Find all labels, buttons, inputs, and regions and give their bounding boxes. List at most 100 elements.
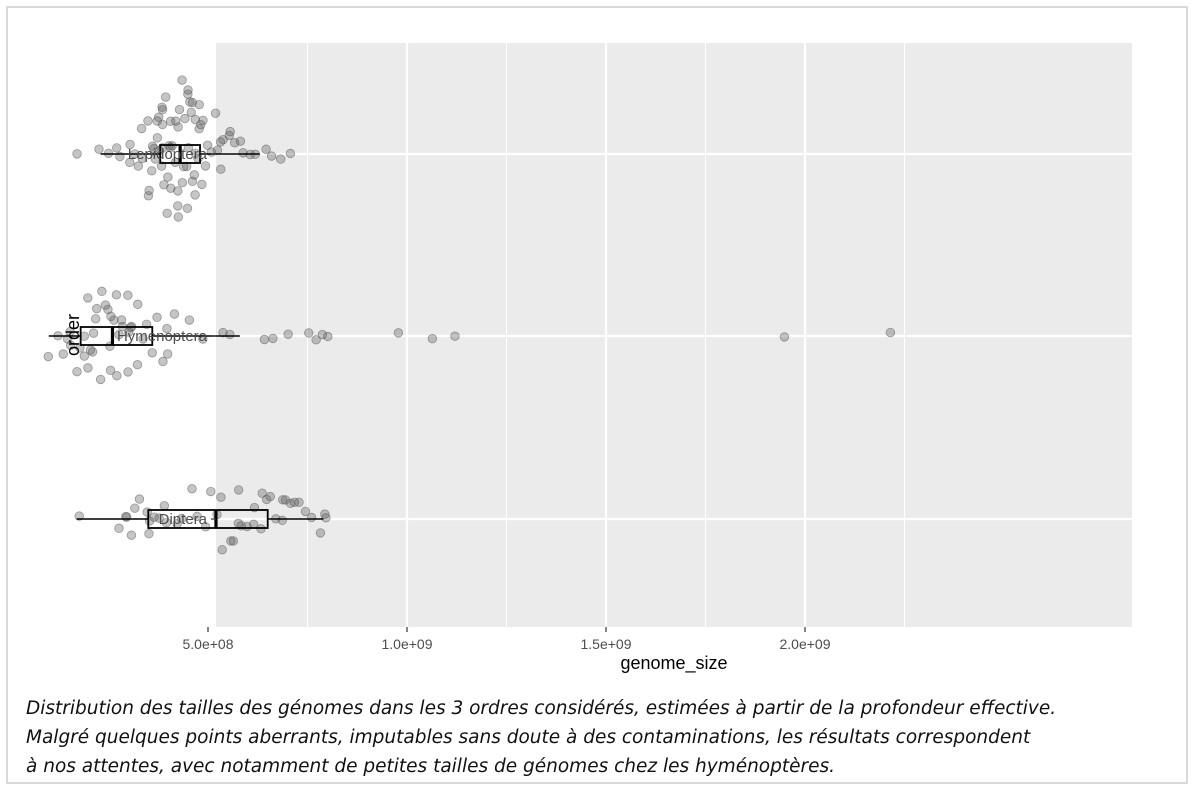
point-diptera-26	[233, 485, 244, 495]
point-lepidoptera-20	[152, 133, 163, 143]
point-lepidoptera-3	[112, 143, 122, 153]
box-hymenoptera	[79, 326, 154, 346]
point-diptera-0	[74, 511, 84, 521]
point-lepidoptera-19	[153, 112, 164, 122]
point-diptera-17	[192, 511, 202, 522]
y-tick-label-hymenoptera: Hymenoptera	[117, 328, 208, 345]
point-diptera-5	[130, 503, 140, 513]
point-diptera-4	[126, 530, 137, 540]
point-diptera-22	[216, 492, 226, 502]
point-diptera-16	[187, 484, 197, 494]
point-hymenoptera-42	[162, 323, 172, 334]
point-lepidoptera-70	[212, 145, 223, 155]
point-hymenoptera-8	[79, 351, 90, 361]
point-diptera-37	[278, 495, 288, 505]
point-diptera-12	[159, 500, 170, 511]
point-hymenoptera-37	[138, 334, 148, 344]
point-diptera-36	[277, 515, 287, 526]
point-hymenoptera-50	[268, 333, 278, 344]
y-tick-label-diptera: Diptera	[159, 511, 208, 528]
point-lepidoptera-77	[235, 136, 246, 146]
point-hymenoptera-10	[83, 363, 93, 373]
point-hymenoptera-15	[92, 303, 102, 314]
point-hymenoptera-49	[259, 334, 270, 345]
point-diptera-13	[161, 517, 172, 528]
point-lepidoptera-83	[276, 154, 286, 164]
point-hymenoptera-6	[72, 366, 82, 377]
point-lepidoptera-28	[160, 92, 171, 102]
point-lepidoptera-24	[156, 161, 167, 171]
point-diptera-24	[228, 536, 239, 546]
y-axis-title: order	[63, 314, 83, 356]
point-hymenoptera-44	[169, 309, 180, 319]
point-hymenoptera-36	[132, 360, 143, 370]
point-lepidoptera-35	[166, 183, 176, 193]
point-lepidoptera-22	[157, 119, 168, 130]
point-hymenoptera-18	[97, 286, 107, 297]
x-tick-label-3: 2.0e+09	[780, 636, 831, 652]
point-hymenoptera-19	[100, 300, 111, 310]
box-diptera	[147, 509, 269, 529]
point-lepidoptera-49	[182, 161, 192, 172]
point-diptera-38	[280, 495, 291, 505]
point-lepidoptera-15	[147, 166, 157, 176]
point-hymenoptera-40	[152, 312, 162, 323]
point-lepidoptera-51	[182, 203, 193, 214]
point-hymenoptera-0	[43, 351, 53, 362]
point-lepidoptera-37	[173, 201, 183, 211]
point-diptera-41	[294, 497, 304, 508]
y-axis: Lepidoptera Hymenoptera Diptera	[117, 146, 216, 528]
point-lepidoptera-63	[196, 119, 206, 130]
point-lepidoptera-64	[197, 179, 207, 190]
point-lepidoptera-76	[229, 138, 240, 148]
figure-caption: Distribution des tailles des génomes dan…	[26, 694, 1186, 781]
point-lepidoptera-65	[198, 115, 208, 126]
point-diptera-15	[176, 513, 187, 524]
point-hymenoptera-45	[184, 315, 195, 325]
point-hymenoptera-27	[114, 329, 124, 340]
point-diptera-43	[306, 512, 317, 523]
point-diptera-1	[114, 523, 124, 534]
point-hymenoptera-30	[123, 290, 133, 300]
point-hymenoptera-16	[90, 314, 101, 324]
point-lepidoptera-44	[180, 113, 190, 124]
point-lepidoptera-39	[173, 186, 183, 196]
point-hymenoptera-53	[311, 335, 321, 345]
point-lepidoptera-0	[72, 149, 82, 159]
point-hymenoptera-26	[111, 290, 122, 300]
point-hymenoptera-32	[123, 367, 133, 377]
point-lepidoptera-30	[162, 208, 172, 218]
point-lepidoptera-66	[200, 161, 211, 171]
point-lepidoptera-38	[173, 212, 184, 222]
point-hymenoptera-39	[147, 348, 157, 358]
point-diptera-45	[320, 509, 330, 519]
point-diptera-46	[321, 513, 331, 523]
point-diptera-11	[154, 513, 164, 523]
point-hymenoptera-21	[106, 311, 116, 322]
point-lepidoptera-81	[261, 144, 271, 154]
point-hymenoptera-52	[304, 328, 314, 338]
point-hymenoptera-20	[103, 304, 113, 315]
point-lepidoptera-41	[173, 122, 183, 132]
point-lepidoptera-42	[174, 104, 185, 115]
figure-frame	[6, 6, 1188, 784]
point-hymenoptera-12	[88, 328, 99, 338]
point-hymenoptera-51	[283, 329, 293, 339]
point-hymenoptera-60	[885, 327, 896, 338]
point-diptera-18	[200, 522, 211, 532]
point-lepidoptera-5	[125, 139, 135, 150]
point-lepidoptera-84	[285, 148, 296, 159]
point-diptera-8	[144, 529, 154, 539]
point-hymenoptera-14	[87, 347, 98, 357]
major-gridlines	[206, 43, 1132, 627]
point-hymenoptera-17	[95, 374, 106, 385]
point-hymenoptera-59	[779, 332, 790, 342]
point-hymenoptera-46	[198, 334, 208, 344]
point-lepidoptera-26	[157, 105, 168, 115]
point-lepidoptera-82	[266, 151, 277, 161]
x-tick-label-0: 5.0e+08	[183, 636, 234, 652]
point-lepidoptera-62	[194, 99, 204, 110]
point-lepidoptera-12	[143, 116, 153, 126]
y-tick-label-lepidoptera: Lepidoptera	[128, 146, 208, 163]
point-lepidoptera-8	[133, 161, 143, 171]
